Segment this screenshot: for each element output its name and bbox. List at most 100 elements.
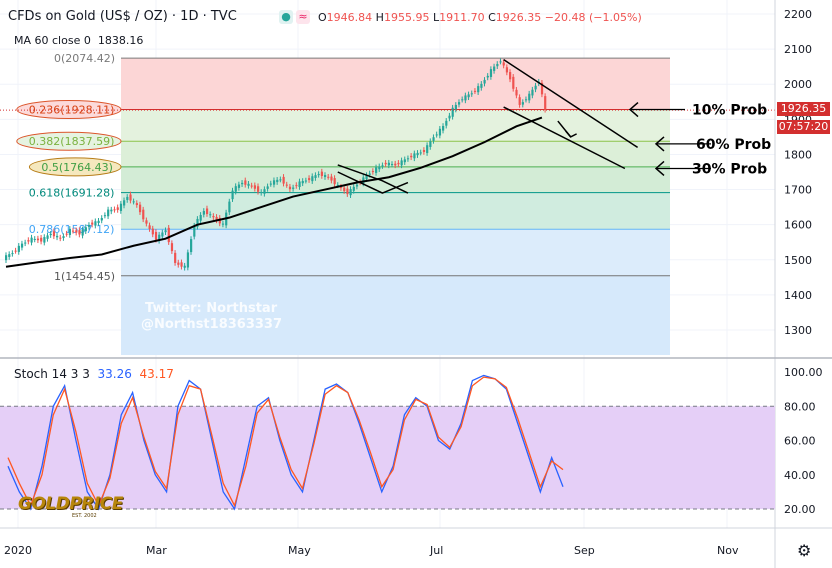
fib-level-label-highlighted: 0.382(1837.59) <box>29 135 115 148</box>
probability-arrowhead <box>628 101 639 118</box>
ohlc-readout: O1946.84 H1955.95 L1911.70 C1926.35 −20.… <box>318 11 642 24</box>
candle-body <box>416 152 419 156</box>
fib-zone <box>121 109 670 142</box>
candle-body <box>403 159 406 163</box>
candle-body <box>215 216 218 221</box>
candle-body <box>499 61 502 63</box>
open-value: 1946.84 <box>326 11 373 24</box>
candle-body <box>461 99 464 101</box>
candle-body <box>343 187 346 192</box>
candle-body <box>483 79 486 84</box>
pennant-line-top <box>337 164 409 194</box>
candle-body <box>151 228 154 235</box>
candle-body <box>512 76 515 89</box>
candle-body <box>40 237 43 242</box>
stoch-label: Stoch 14 3 3 <box>14 367 90 381</box>
candle-body <box>298 181 301 187</box>
candle-body <box>20 243 24 248</box>
down-arrow-head <box>565 130 577 138</box>
candle-body <box>285 184 288 186</box>
fib-level-label: 0(2074.42) <box>54 52 115 65</box>
open-label: O <box>318 11 327 24</box>
candle-body <box>250 185 253 187</box>
candle-body <box>330 176 333 181</box>
price-tick-label: 1400 <box>784 289 812 302</box>
fib-zone <box>121 192 670 230</box>
candle-body <box>276 179 279 183</box>
candle-body <box>544 96 547 110</box>
price-tick-label: 2100 <box>784 43 812 56</box>
high-value: 1955.95 <box>383 11 430 24</box>
candle-body <box>493 66 496 71</box>
candle-body <box>308 178 311 181</box>
candle-body <box>170 243 174 252</box>
fib-level-label-highlighted: 0.236(1928.11) <box>29 103 115 116</box>
probability-label: 10% Prob <box>692 103 767 119</box>
candle-body <box>186 252 190 268</box>
price-tick-label: 1500 <box>784 254 812 267</box>
candle-body <box>158 234 161 241</box>
candle-body <box>46 235 49 239</box>
candle-body <box>400 160 403 166</box>
candle-body <box>107 209 110 217</box>
price-tick-label: 1800 <box>784 148 812 161</box>
change-value: −20.48 (−1.05%) <box>544 11 642 24</box>
fib-zone-extension <box>121 275 670 355</box>
candle-body <box>467 94 470 98</box>
candle-body <box>534 85 537 90</box>
candle-body <box>384 162 387 165</box>
candle-body <box>17 245 20 252</box>
stoch-tick-label: 40.00 <box>784 469 816 482</box>
candle-body <box>365 175 368 180</box>
candle-body <box>375 167 378 173</box>
candle-body <box>65 233 68 235</box>
candle-body <box>129 194 132 201</box>
candle-body <box>457 102 461 105</box>
compare-icon[interactable]: ≈ <box>296 10 310 24</box>
candle-body <box>272 180 276 185</box>
fib-label-highlight <box>16 99 122 119</box>
candle-body <box>419 152 422 154</box>
probability-label: 30% Prob <box>692 161 767 177</box>
stoch-d-line <box>7 376 564 508</box>
candle-body <box>228 201 231 213</box>
fib-level-label: 0.618(1691.28) <box>29 187 115 200</box>
ma-legend: MA 60 close 0 1838.16 <box>14 34 143 47</box>
candle-body <box>221 223 225 225</box>
candle-body <box>116 207 119 210</box>
candle-body <box>209 214 212 216</box>
stoch-k-line <box>7 374 564 511</box>
candle-body <box>387 162 390 166</box>
candle-body <box>205 208 209 215</box>
candle-body <box>505 67 509 73</box>
candle-body <box>75 230 78 233</box>
goldprice-logo: GOLDPRICE <box>18 494 123 514</box>
time-tick-label: 2020 <box>4 544 32 557</box>
eye-icon[interactable]: ● <box>279 10 293 24</box>
candle-body <box>282 176 285 184</box>
stoch-tick-label: 100.00 <box>784 366 823 379</box>
candle-body <box>279 179 282 181</box>
candle-body <box>317 174 320 176</box>
low-label: L <box>432 11 440 24</box>
candle-body <box>288 186 292 190</box>
candle-body <box>84 227 87 232</box>
candle-body <box>301 181 304 184</box>
candle-body <box>378 166 381 170</box>
candle-body <box>202 210 205 215</box>
candle-body <box>126 196 129 200</box>
candle-body <box>496 63 499 67</box>
ma-label: MA 60 close 0 <box>14 34 91 47</box>
candle-body <box>94 221 97 226</box>
fib-level-label: 1(1454.45) <box>54 270 115 283</box>
candle-body <box>480 83 483 88</box>
candle-body <box>397 162 400 165</box>
candle-body <box>257 186 260 192</box>
gear-icon[interactable]: ⚙ <box>797 541 812 560</box>
candle-body <box>154 231 158 240</box>
candle-body <box>43 237 46 243</box>
candle-body <box>180 262 183 267</box>
candle-body <box>113 209 116 211</box>
candle-body <box>36 238 40 241</box>
